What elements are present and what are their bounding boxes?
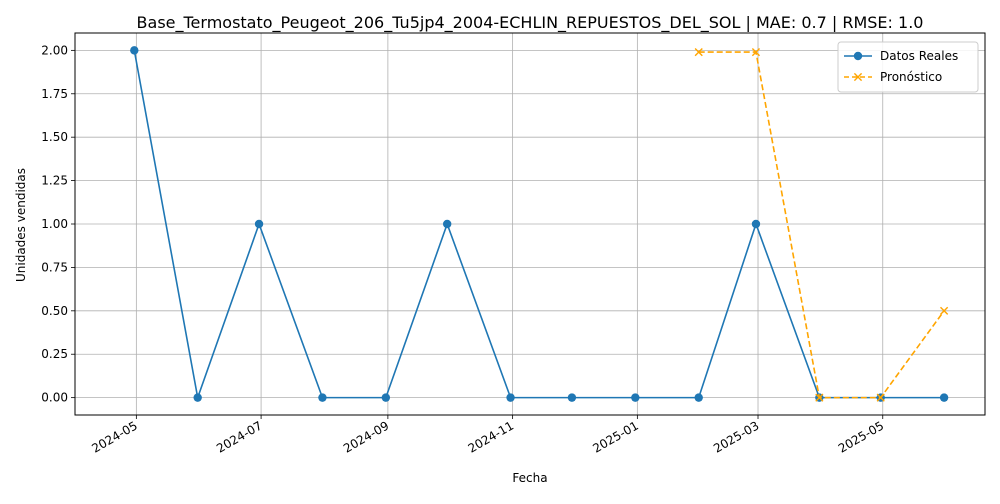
- data-point-forecast: [751, 48, 761, 57]
- series-line-forecast: [698, 51, 945, 399]
- legend-label-actual: Datos Reales: [880, 49, 958, 63]
- marker-stroke: [815, 393, 824, 402]
- data-point-actual: [381, 393, 391, 402]
- y-axis-ticks: 0.00 0.25 0.50 0.75 1.00 1.25 1.50 1.75 2.00: [41, 43, 75, 405]
- data-point-actual: [442, 219, 452, 229]
- x-axis-label: Fecha: [512, 471, 547, 485]
- x-tick-label: 2025-05: [836, 418, 886, 455]
- series-line-actual: [133, 50, 945, 401]
- series-layer: [130, 46, 949, 402]
- data-point-actual: [694, 393, 703, 402]
- marker-stroke: [694, 48, 703, 57]
- data-point-actual: [318, 393, 327, 402]
- data-point-actual: [193, 393, 202, 402]
- x-tick-label: 2024-05: [89, 418, 139, 455]
- marker-stroke: [751, 48, 761, 57]
- data-point-actual: [130, 46, 139, 55]
- x-tick-label: 2024-11: [466, 418, 516, 455]
- chart-title: Base_Termostato_Peugeot_206_Tu5jp4_2004-…: [137, 13, 924, 33]
- data-point-forecast: [694, 48, 703, 57]
- data-point-actual: [567, 393, 577, 402]
- y-tick-label: 2.00: [41, 43, 68, 57]
- x-tick-label: 2024-07: [214, 418, 264, 455]
- data-point-forecast: [940, 306, 949, 315]
- legend-box: [837, 41, 979, 93]
- y-tick-label: 1.00: [41, 217, 68, 231]
- y-tick-label: 1.75: [41, 87, 68, 101]
- marker-stroke: [853, 72, 863, 82]
- legend: Datos Reales Pronóstico: [837, 41, 979, 93]
- data-point-actual: [939, 393, 949, 402]
- y-tick-label: 1.50: [41, 130, 68, 144]
- y-tick-label: 0.25: [41, 347, 68, 361]
- grid: [75, 33, 985, 415]
- y-tick-label: 0.75: [41, 260, 68, 274]
- x-tick-label: 2025-03: [711, 418, 761, 455]
- marker-stroke: [940, 306, 949, 315]
- data-point-actual: [254, 219, 264, 229]
- y-tick-label: 1.25: [41, 174, 68, 188]
- legend-marker-forecast: [853, 72, 863, 82]
- y-tick-label: 0.00: [41, 391, 68, 405]
- data-point-actual: [751, 219, 761, 229]
- marker-stroke: [876, 393, 885, 402]
- data-point-actual: [631, 393, 640, 402]
- x-tick-label: 2025-01: [590, 418, 640, 455]
- data-point-forecast: [876, 393, 885, 402]
- legend-marker-actual: [853, 51, 863, 61]
- x-axis-ticks: 2024-05 2024-07 2024-09 2024-11 2025-01 2025-…: [89, 415, 886, 456]
- y-tick-label: 0.50: [41, 304, 68, 318]
- y-axis-label: Unidades vendidas: [14, 168, 28, 282]
- data-point-actual: [506, 393, 515, 402]
- x-tick-label: 2024-09: [341, 418, 391, 455]
- legend-label-forecast: Pronóstico: [880, 70, 942, 84]
- data-point-forecast: [815, 393, 824, 402]
